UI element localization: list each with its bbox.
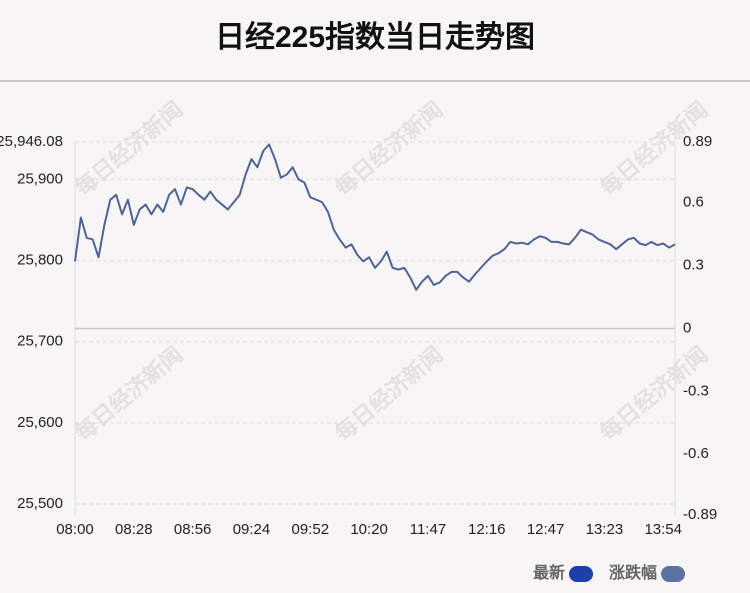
x-tick-label: 11:47 [410, 521, 446, 538]
x-tick-label: 08:00 [56, 521, 94, 538]
y-tick-label: 25,800 [17, 252, 63, 269]
y2-tick-label: 0.3 [683, 257, 704, 274]
y2-tick-label: 0.6 [683, 194, 704, 211]
x-tick-label: 13:54 [644, 521, 682, 538]
grid: 25,500 25,600 25,700 25,800 25,900 25,946.08 -… [0, 133, 717, 538]
y-tick-label: 25,600 [17, 414, 63, 431]
x-tick-label: 09:52 [292, 521, 330, 538]
y2-tick-label: -0.3 [683, 382, 709, 399]
y-tick-label: 25,500 [17, 495, 63, 512]
y2-tick-label: -0.89 [683, 506, 717, 523]
y-tick-label: 25,946.08 [0, 133, 63, 150]
legend-swatch [569, 566, 594, 582]
y2-tick-label: 0 [683, 319, 691, 336]
x-tick-label: 08:56 [174, 521, 212, 538]
plot [74, 143, 676, 291]
price-line [74, 143, 676, 291]
x-tick-label: 08:28 [115, 521, 153, 538]
x-tick-label: 12:16 [468, 521, 506, 538]
legend-swatch [661, 566, 686, 582]
legend-label: 涨跌幅 [609, 563, 657, 582]
y2-tick-label: 0.89 [683, 133, 712, 150]
x-tick-label: 10:20 [350, 521, 388, 538]
x-tick-label: 09:24 [233, 521, 271, 538]
chart-title: 日经225指数当日走势图 [215, 20, 535, 54]
y-tick-label: 25,700 [17, 333, 63, 350]
x-tick-label: 13:23 [586, 521, 624, 538]
y-tick-label: 25,900 [17, 170, 63, 187]
x-tick-label: 12:47 [527, 521, 565, 538]
y2-tick-label: -0.6 [683, 445, 709, 462]
legend-label: 最新 [533, 563, 565, 582]
